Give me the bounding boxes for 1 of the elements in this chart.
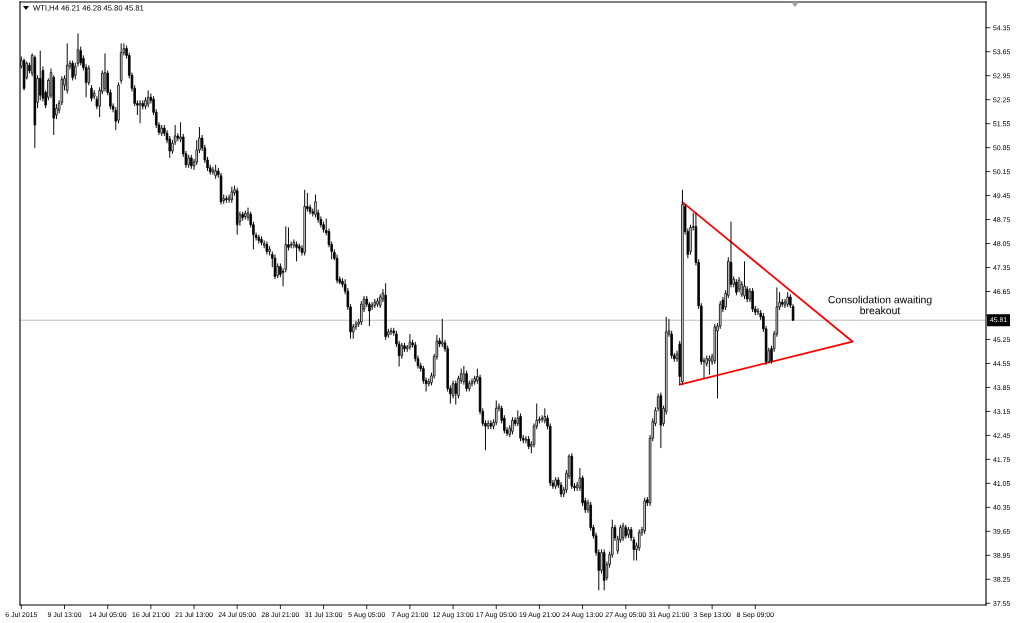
annotation: Consolidation awaiting breakout (828, 295, 932, 315)
